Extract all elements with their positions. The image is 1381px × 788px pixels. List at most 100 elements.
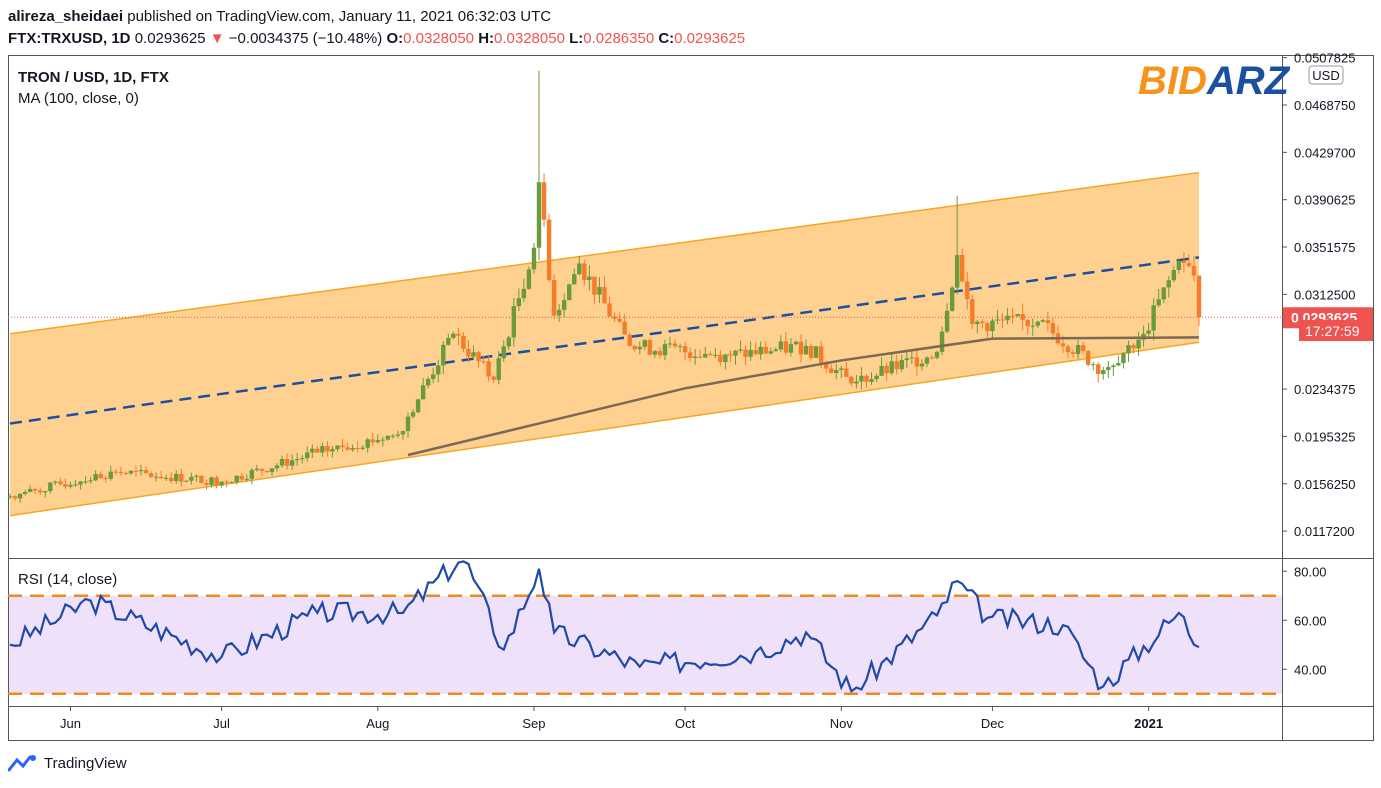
- candle-body: [294, 459, 300, 461]
- candle-body: [1085, 351, 1091, 365]
- time-tick-label: Aug: [366, 716, 389, 731]
- candle-body: [1035, 321, 1040, 326]
- candle-body: [934, 351, 940, 358]
- rsi-tick-label: 80.00: [1294, 564, 1327, 579]
- time-tick-label: Jun: [60, 716, 81, 731]
- candle-body: [521, 288, 527, 299]
- candle-body: [1000, 319, 1005, 321]
- candle-body: [516, 298, 522, 307]
- candle-body: [410, 412, 416, 417]
- candle-body: [73, 484, 78, 486]
- candle-body: [970, 299, 975, 325]
- candle-body: [1060, 343, 1066, 347]
- close-value: 0.0293625: [674, 30, 746, 47]
- candle-body: [189, 476, 194, 481]
- candle-body: [1116, 363, 1121, 366]
- logo-part1: BID: [1138, 59, 1207, 103]
- candle-body: [1131, 345, 1136, 349]
- candle-body: [939, 331, 945, 352]
- candle-body: [284, 459, 290, 466]
- candle-body: [1121, 353, 1126, 364]
- footer: TradingView: [8, 754, 127, 772]
- price-tick-label: 0.0468750: [1294, 98, 1355, 113]
- candle-body: [854, 381, 859, 384]
- rsi-axis[interactable]: 80.00 60.00 40.00: [1282, 564, 1327, 677]
- change-value: −0.0034375 (−10.48%): [228, 30, 383, 47]
- candle-body: [687, 352, 693, 359]
- candle-body: [1075, 345, 1081, 354]
- candle-body: [592, 276, 597, 295]
- candle-body: [300, 458, 305, 460]
- price-tick-label: 0.0390625: [1294, 193, 1355, 208]
- low-label: L:: [569, 30, 584, 47]
- candle-body: [965, 281, 970, 300]
- candle-body: [1030, 325, 1035, 327]
- price-tick-label: 0.0351575: [1294, 240, 1355, 255]
- candle-body: [355, 448, 360, 450]
- ma-legend: MA (100, close, 0): [18, 90, 139, 107]
- candle-body: [733, 350, 738, 356]
- candle-body: [370, 439, 375, 443]
- candle-body: [108, 471, 113, 479]
- countdown-label: 17:27:59: [1305, 323, 1360, 339]
- last-value: 0.0293625: [134, 30, 206, 47]
- candle-body: [869, 379, 874, 382]
- candle-body: [446, 337, 451, 345]
- candle-body: [400, 431, 406, 435]
- candle-body: [808, 345, 814, 358]
- candle-body: [320, 446, 325, 453]
- candle-body: [1015, 313, 1020, 317]
- candle-body: [63, 484, 68, 487]
- author-name: alireza_sheidaei: [8, 8, 124, 25]
- high-value: 0.0328050: [494, 30, 565, 47]
- time-tick-label: 2021: [1134, 716, 1163, 731]
- candle-body: [436, 365, 441, 375]
- candle-body: [990, 320, 995, 332]
- candle-body: [511, 306, 517, 338]
- candle-body: [194, 475, 199, 477]
- candle-body: [1090, 364, 1096, 366]
- high-label: H:: [478, 30, 495, 47]
- candle-body: [1070, 352, 1076, 354]
- candle-body: [1010, 315, 1015, 317]
- candle-body: [692, 356, 698, 359]
- price-tick-label: 0.0312500: [1294, 287, 1355, 302]
- candle-body: [1126, 345, 1131, 354]
- candle-body: [536, 182, 542, 248]
- price-axis[interactable]: 0.0507825 0.0468750 0.0429700 0.0390625 0.03…: [1282, 51, 1355, 539]
- candle-body: [763, 346, 768, 354]
- candle-body: [1151, 305, 1156, 331]
- candle-body: [138, 470, 144, 472]
- chart-title: TRON / USD, 1D, FTX: [18, 69, 169, 86]
- price-tick-label: 0.0156250: [1294, 477, 1355, 492]
- candle-body: [345, 447, 350, 450]
- candle-body: [466, 348, 471, 357]
- ma-100-line: [407, 336, 1200, 457]
- candle-body: [305, 452, 310, 459]
- candle-body: [793, 341, 799, 345]
- price-tick-label: 0.0429700: [1294, 145, 1355, 160]
- candle-body: [12, 496, 18, 499]
- time-axis[interactable]: Jun Jul Aug Sep Oct Nov Dec 2021: [60, 706, 1163, 731]
- candle-body: [163, 477, 169, 479]
- time-tick-label: Dec: [981, 716, 1005, 731]
- candle-body: [859, 375, 864, 382]
- candle-body: [153, 476, 159, 478]
- tradingview-logo-icon: [8, 755, 36, 772]
- candle-body: [53, 481, 58, 483]
- candle-body: [980, 321, 985, 324]
- candle-body: [1020, 313, 1025, 320]
- candle-body: [486, 361, 491, 377]
- candle-body: [743, 349, 748, 357]
- candle-body: [22, 491, 28, 494]
- candle-body: [541, 182, 547, 220]
- candle-body: [78, 481, 83, 485]
- open-value: 0.0328050: [403, 30, 475, 47]
- candle-body: [703, 353, 708, 358]
- candle-body: [567, 284, 572, 301]
- candle-body: [627, 334, 632, 346]
- candle-body: [118, 471, 124, 474]
- candle-body: [632, 345, 637, 350]
- candle-body: [385, 435, 391, 440]
